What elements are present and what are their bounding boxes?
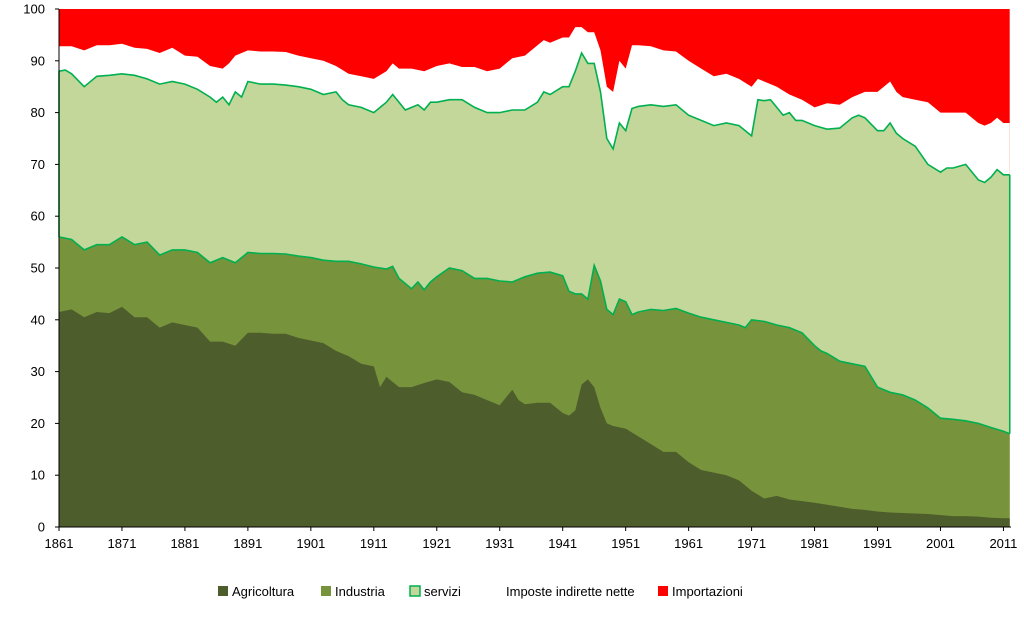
- y-tick-label: 80: [31, 105, 45, 120]
- legend-label-servizi: servizi: [424, 584, 461, 599]
- y-tick-label: 50: [31, 261, 45, 276]
- x-tick-label: 1891: [233, 536, 262, 551]
- y-tick-label: 70: [31, 157, 45, 172]
- x-tick-label: 1931: [485, 536, 514, 551]
- x-tick-label: 1971: [737, 536, 766, 551]
- legend-swatch-industria: [321, 586, 331, 596]
- x-tick-label: 1901: [296, 536, 325, 551]
- y-tick-label: 0: [38, 520, 45, 535]
- x-tick-label: 2011: [989, 536, 1017, 551]
- legend-label-agricoltura: Agricoltura: [232, 584, 295, 599]
- boundary-servizi: [58, 51, 1010, 184]
- y-tick-label: 40: [31, 312, 45, 327]
- legend-swatch-agricoltura: [218, 586, 228, 596]
- y-tick-label: 90: [31, 53, 45, 68]
- legend: Agricoltura Industria servizi Imposte indir…: [218, 584, 743, 599]
- x-tick-label: 1911: [360, 536, 388, 551]
- chart-axes: [55, 8, 1011, 531]
- x-tick-label: 1981: [800, 536, 829, 551]
- y-tick-label: 10: [31, 468, 45, 483]
- boundary-industria: [58, 235, 1011, 435]
- x-tick-label: 2001: [926, 536, 955, 551]
- x-tick-labels: 1861 1871 1881 1891 1901 1911 1921 1931 1941 1951…: [45, 536, 1018, 551]
- legend-label-industria: Industria: [335, 584, 386, 599]
- legend-swatch-servizi: [409, 585, 421, 597]
- x-tick-label: 1861: [45, 536, 74, 551]
- chart-areas: [58, 9, 1011, 527]
- y-tick-label: 30: [31, 364, 45, 379]
- y-tick-labels: 0 10 20 30 40 50 60 70 80 90 100: [23, 2, 45, 535]
- legend-label-imposte-indirette-nette: Imposte indirette nette: [506, 584, 635, 599]
- x-tick-label: 1921: [422, 536, 451, 551]
- area-agricoltura: [59, 306, 1010, 527]
- x-tick-label: 1871: [108, 536, 137, 551]
- legend-label-importazioni: Importazioni: [672, 584, 743, 599]
- x-tick-label: 1881: [170, 536, 199, 551]
- y-tick-label: 60: [31, 209, 45, 224]
- x-tick-label: 1991: [863, 536, 892, 551]
- x-tick-label: 1961: [674, 536, 703, 551]
- y-tick-label: 100: [23, 2, 45, 17]
- x-tick-label: 1941: [548, 536, 577, 551]
- legend-swatch-importazioni: [658, 586, 668, 596]
- y-tick-label: 20: [31, 416, 45, 431]
- x-tick-label: 1951: [611, 536, 640, 551]
